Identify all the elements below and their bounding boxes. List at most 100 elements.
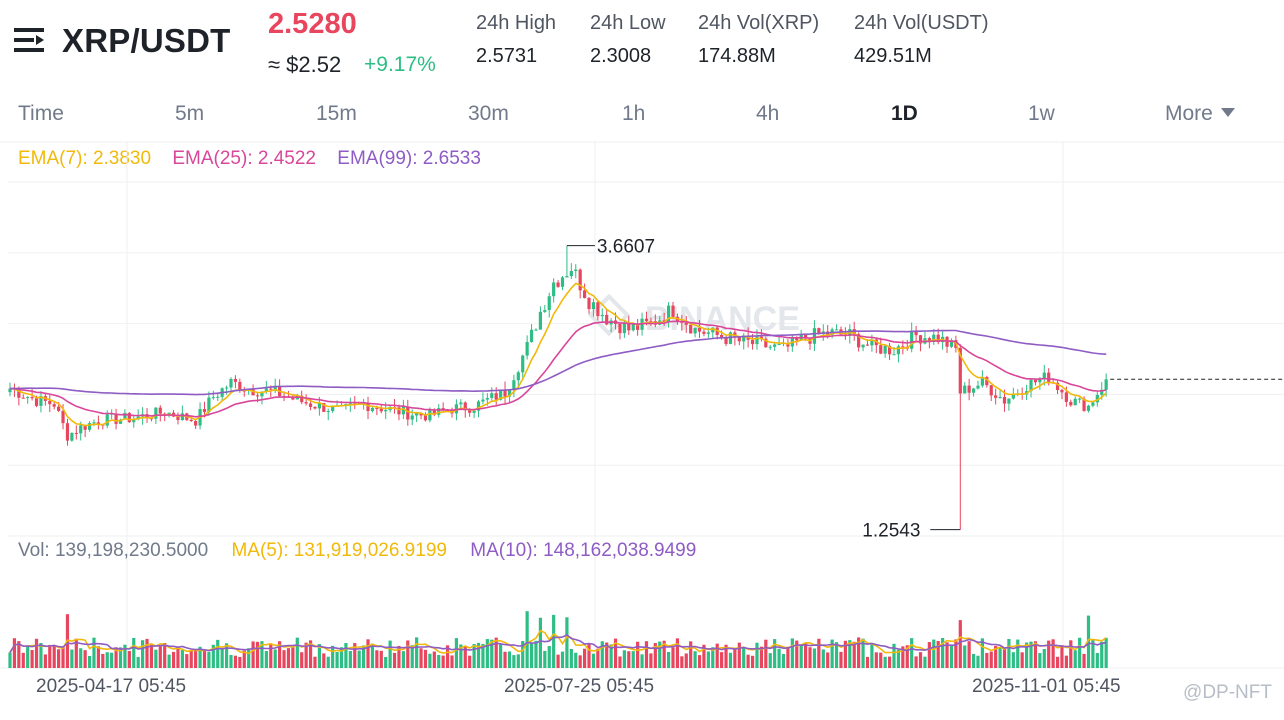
volume-bar <box>980 638 984 668</box>
tab-1h[interactable]: 1h <box>622 102 646 125</box>
volume-bar <box>406 640 410 668</box>
ema25-label: EMA(25): 2.4522 <box>172 148 316 169</box>
volume-bar <box>362 645 366 668</box>
volume-bar <box>759 646 763 668</box>
volume-bar <box>247 648 251 668</box>
ema-legend: EMA(7): 2.3830 EMA(25): 2.4522 EMA(99): … <box>18 148 497 170</box>
approx-usd-price: ≈ $2.52 <box>268 52 342 77</box>
candle-body <box>742 335 746 342</box>
footer-watermark: @DP-NFT <box>1183 682 1272 703</box>
candle-body <box>560 277 565 287</box>
volume-bar <box>693 651 697 668</box>
candle-body <box>379 408 383 412</box>
tab-1w[interactable]: 1w <box>1028 102 1055 125</box>
volume-bar <box>136 656 140 668</box>
candle-body <box>419 413 423 416</box>
tab-30m[interactable]: 30m <box>468 102 509 125</box>
candle-body <box>569 270 573 277</box>
volume-bar <box>353 643 357 668</box>
tab-time[interactable]: Time <box>18 102 64 125</box>
volume-bar <box>30 650 34 668</box>
volume-bar <box>644 641 649 668</box>
candle-body <box>759 336 763 339</box>
volume-bar <box>901 646 905 668</box>
volume-bar <box>565 617 569 668</box>
stat-value: 429.51M <box>854 45 932 67</box>
volume-bar <box>543 650 547 668</box>
volume-bar <box>167 654 171 668</box>
volume-bar <box>322 653 326 668</box>
volume-bar <box>790 638 794 668</box>
volume-bar <box>339 647 344 668</box>
candle-body <box>472 410 476 413</box>
candle-body <box>313 406 317 409</box>
tab-15m[interactable]: 15m <box>316 102 357 125</box>
volume-bar <box>795 640 799 668</box>
volume-bar <box>198 646 202 668</box>
volume-bar <box>154 649 158 668</box>
candle-body <box>158 407 162 414</box>
volume-bar <box>821 649 825 668</box>
volume-bar <box>994 645 998 668</box>
volume-bar <box>662 640 666 668</box>
pair-title[interactable]: XRP/USDT <box>62 22 231 59</box>
volume-bar <box>308 640 313 668</box>
volume-bar <box>1042 649 1046 668</box>
candle-body <box>326 411 330 413</box>
candle-body <box>547 296 551 311</box>
volume-bar <box>1069 640 1073 668</box>
volume-bar <box>96 646 100 668</box>
candle-body <box>861 344 865 348</box>
tab-1d[interactable]: 1D <box>891 102 918 125</box>
tab-more[interactable]: More <box>1165 102 1235 126</box>
volume-bar <box>441 655 445 668</box>
candle-body <box>26 397 30 399</box>
volume-bar <box>264 651 268 668</box>
candle-body <box>1029 379 1033 392</box>
candle-body <box>410 415 414 420</box>
candle-body <box>976 385 980 389</box>
volume-bar <box>278 641 282 668</box>
candle-body <box>804 334 808 339</box>
volume-bar <box>843 640 847 668</box>
volume-bar <box>742 647 746 668</box>
candle-body <box>600 314 604 317</box>
volume-bar <box>1086 615 1091 668</box>
tab-5m[interactable]: 5m <box>175 102 205 125</box>
volume-bar <box>185 654 189 668</box>
candle-body <box>1073 398 1077 406</box>
volume-bar <box>326 656 330 668</box>
candle-body <box>689 324 693 334</box>
volume-bar <box>459 644 463 668</box>
candle-body <box>728 332 733 344</box>
volume-bar <box>202 649 207 668</box>
candle-body <box>194 421 198 426</box>
candle-body <box>583 290 587 298</box>
volume-bar <box>954 639 958 668</box>
ema25-line <box>9 320 1107 418</box>
volume-bar <box>1038 653 1042 668</box>
candle-body <box>1038 379 1042 383</box>
candle-body <box>397 407 401 415</box>
candle-body <box>693 327 697 334</box>
candle-body <box>980 377 984 386</box>
volume-bar <box>941 638 945 668</box>
tab-4h[interactable]: 4h <box>756 102 780 125</box>
candle-body <box>556 282 560 287</box>
volume-bar <box>132 637 136 668</box>
candle-body <box>543 310 547 312</box>
volume-bar <box>127 650 131 668</box>
volume-bar <box>450 655 454 668</box>
volume-bar <box>702 644 706 668</box>
stat-24h-vol-xrp: 24h Vol(XRP) 174.88M <box>698 12 819 68</box>
menu-icon[interactable] <box>14 26 46 54</box>
candle-body <box>136 416 140 420</box>
volume-bar <box>865 656 870 668</box>
volume-bar <box>57 649 61 668</box>
volume-bar <box>932 639 936 668</box>
candle-body <box>507 389 512 397</box>
volume-bar <box>211 644 215 668</box>
volume-bar <box>971 653 976 668</box>
candle-body <box>269 388 273 390</box>
